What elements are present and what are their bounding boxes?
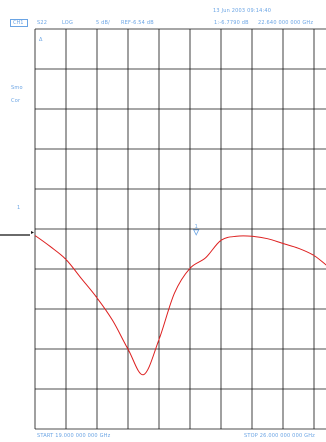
smoothing-indicator: Smo: [11, 85, 23, 91]
scale-per-div: 5 dB/: [96, 20, 111, 26]
datetime: 13 Jun 2003 09:14:40: [213, 8, 272, 14]
start-frequency: START 19.000 000 000 GHz: [37, 433, 111, 439]
marker-frequency: 22.640 000 000 GHz: [258, 20, 314, 26]
marker-1[interactable]: 1: [193, 224, 200, 236]
display-format: LOG: [62, 20, 74, 26]
reference-position-number: 1: [17, 205, 21, 211]
marker-label: 1: [195, 224, 198, 230]
channel-indicator[interactable]: CH1: [10, 19, 28, 27]
delta-marker-symbol: Δ: [39, 37, 43, 43]
reference-value: REF-6.54 dB: [121, 20, 154, 26]
trace-line: [34, 235, 326, 376]
graticule: [34, 28, 326, 430]
measurement-param: S22: [37, 20, 48, 26]
marker-triangle-icon: [193, 229, 200, 236]
marker-readout: 1:-6.7790 dB: [214, 20, 249, 26]
stop-frequency: STOP 26.000 000 000 GHz: [244, 433, 315, 439]
reference-level-marker: ▸: [31, 229, 34, 236]
correction-indicator: Cor: [11, 98, 21, 104]
channel-label: CH1: [13, 20, 24, 26]
